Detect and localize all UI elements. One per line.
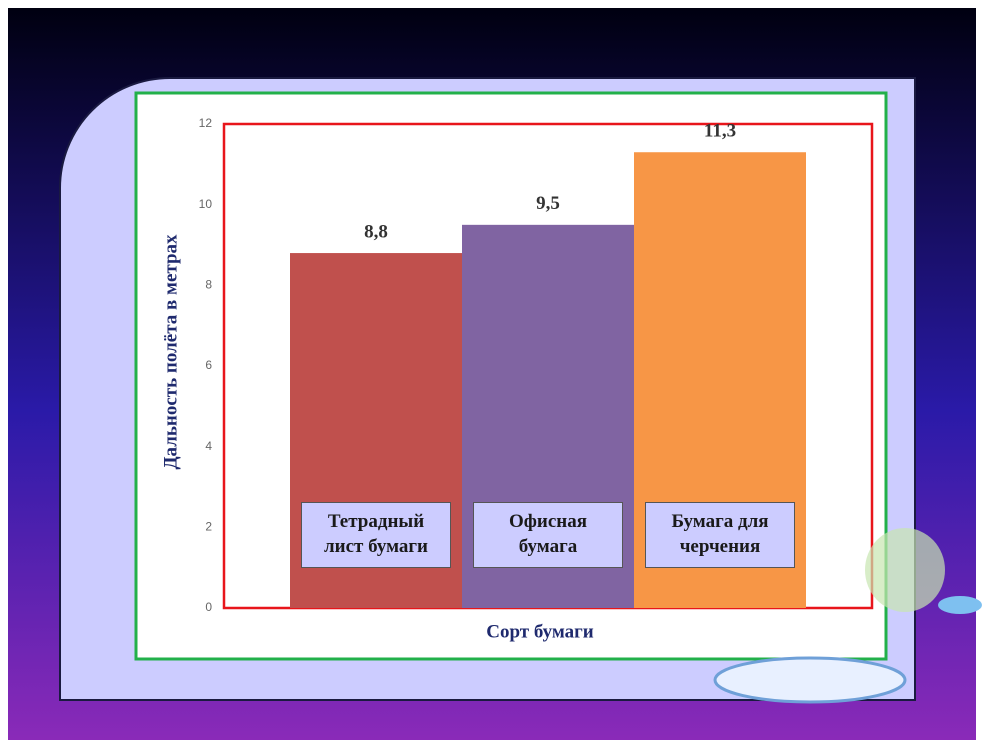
category-label: Бумага для черчения — [645, 502, 795, 568]
y-tick-label: 12 — [199, 116, 213, 130]
y-tick-label: 6 — [205, 358, 212, 372]
y-tick-label: 0 — [205, 600, 212, 614]
value-label: 9,5 — [536, 193, 560, 214]
x-axis-title: Сорт бумаги — [486, 621, 594, 642]
y-tick-label: 2 — [205, 520, 212, 534]
value-label: 8,8 — [364, 221, 388, 242]
category-label: Тетрадный лист бумаги — [301, 502, 451, 568]
y-axis-title: Дальность полёта в метрах — [160, 234, 181, 470]
category-label: Офисная бумага — [473, 502, 623, 568]
decoration — [713, 528, 982, 704]
y-tick-label: 4 — [205, 439, 212, 453]
y-tick-label: 8 — [205, 278, 212, 292]
y-tick-label: 10 — [199, 197, 213, 211]
value-label: 11,3 — [704, 121, 736, 142]
